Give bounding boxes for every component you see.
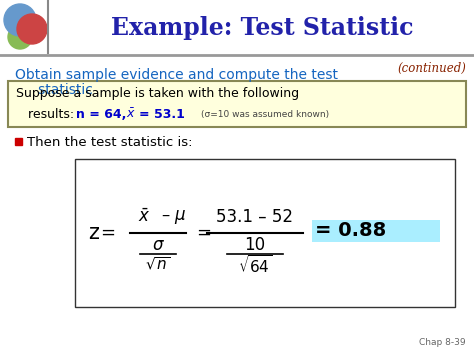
Text: $\sigma$: $\sigma$: [152, 236, 164, 254]
Text: results:: results:: [16, 108, 74, 120]
Text: Chap 8-39: Chap 8-39: [419, 338, 466, 347]
Text: 53.1 – 52: 53.1 – 52: [217, 208, 293, 226]
FancyBboxPatch shape: [8, 81, 466, 127]
Text: – $\mu$: – $\mu$: [161, 208, 186, 226]
Text: Obtain sample evidence and compute the test: Obtain sample evidence and compute the t…: [15, 68, 338, 82]
Text: $\sqrt{n}$: $\sqrt{n}$: [146, 256, 171, 273]
Circle shape: [8, 25, 32, 49]
Text: Suppose a sample is taken with the following: Suppose a sample is taken with the follo…: [16, 87, 299, 100]
Text: $\sqrt{64}$: $\sqrt{64}$: [237, 254, 272, 276]
Text: (continued): (continued): [397, 62, 466, 75]
Text: $\bar{x}$: $\bar{x}$: [138, 208, 150, 226]
Text: =: =: [196, 224, 211, 242]
FancyBboxPatch shape: [75, 159, 455, 307]
Text: Then the test statistic is:: Then the test statistic is:: [27, 136, 192, 148]
Text: Example: Test Statistic: Example: Test Statistic: [111, 16, 413, 40]
Text: = 53.1: = 53.1: [139, 108, 185, 120]
Text: =: =: [100, 224, 115, 242]
Circle shape: [17, 14, 47, 44]
FancyBboxPatch shape: [312, 220, 440, 242]
Circle shape: [4, 4, 36, 36]
Text: 10: 10: [245, 236, 265, 254]
Text: statistic: statistic: [25, 83, 93, 97]
Text: $\bar{x}$: $\bar{x}$: [126, 107, 136, 121]
Text: z: z: [88, 223, 99, 243]
Text: (σ=10 was assumed known): (σ=10 was assumed known): [201, 110, 329, 120]
Text: = 0.88: = 0.88: [315, 222, 386, 240]
FancyBboxPatch shape: [15, 138, 22, 145]
Text: n = 64,: n = 64,: [76, 108, 127, 120]
